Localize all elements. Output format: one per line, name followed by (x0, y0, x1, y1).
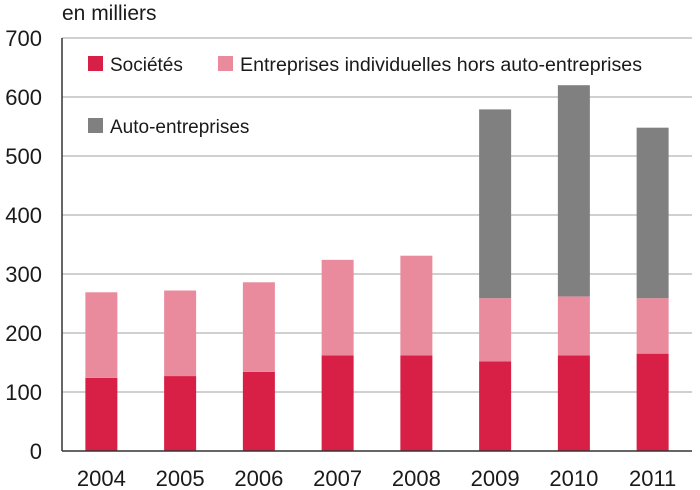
y-tick-label: 700 (5, 26, 42, 51)
bar-entreprises-individuelles-2004 (85, 292, 118, 378)
y-unit-label: en milliers (62, 2, 157, 25)
legend: Sociétés Entreprises individuelles hors … (88, 55, 642, 138)
x-tick-label-2009: 2009 (471, 466, 520, 490)
legend-label-societes: Sociétés (110, 55, 183, 76)
gridlines (62, 37, 692, 393)
x-tick-label-2005: 2005 (156, 466, 205, 490)
bar-societes-2010 (557, 355, 590, 451)
x-tick-label-2008: 2008 (392, 466, 441, 490)
x-tick-labels: 2004 2005 2006 2007 2008 2009 2010 2011 (77, 466, 676, 490)
bar-societes-2009 (479, 361, 512, 451)
bar-entreprises-individuelles-2009 (479, 298, 512, 362)
axes (61, 38, 692, 452)
x-tick-label-2010: 2010 (549, 466, 598, 490)
bar-entreprises-individuelles-2008 (400, 255, 433, 356)
y-tick-label: 400 (5, 203, 42, 228)
bar-entreprises-individuelles-2007 (321, 259, 354, 356)
bar-societes-2007 (321, 355, 354, 451)
x-tick-label-2007: 2007 (313, 466, 362, 490)
x-tick-label-2004: 2004 (77, 466, 126, 490)
bar-auto-entreprises-2009 (479, 109, 512, 299)
legend-item-societes: Sociétés (88, 55, 183, 76)
bar-societes-2008 (400, 355, 433, 451)
y-tick-label: 0 (30, 439, 42, 464)
x-tick-label-2006: 2006 (234, 466, 283, 490)
bar-societes-2011 (636, 353, 669, 451)
bar-auto-entreprises-2011 (636, 127, 669, 299)
bar-entreprises-individuelles-2010 (557, 296, 590, 356)
y-tick-label: 600 (5, 85, 42, 110)
y-tick-label: 200 (5, 321, 42, 346)
y-tick-label: 300 (5, 262, 42, 287)
bar-societes-2005 (164, 376, 197, 451)
y-tick-label: 100 (5, 380, 42, 405)
legend-label-auto-entreprises: Auto-entreprises (110, 117, 249, 138)
bar-entreprises-individuelles-2006 (242, 282, 275, 372)
bar-societes-2006 (242, 371, 275, 451)
legend-swatch-entreprises-individuelles (218, 56, 233, 71)
bars (85, 85, 669, 451)
bar-entreprises-individuelles-2005 (164, 290, 197, 377)
bar-societes-2004 (85, 377, 118, 451)
legend-swatch-auto-entreprises (88, 118, 103, 133)
bar-entreprises-individuelles-2011 (636, 298, 669, 354)
legend-item-entreprises-individuelles: Entreprises individuelles hors auto-entr… (218, 55, 642, 76)
x-tick-label-2011: 2011 (629, 466, 676, 490)
y-tick-label: 500 (5, 144, 42, 169)
legend-item-auto-entreprises: Auto-entreprises (88, 117, 249, 138)
legend-label-entreprises-individuelles: Entreprises individuelles hors auto-entr… (240, 55, 642, 76)
bar-auto-entreprises-2010 (557, 85, 590, 297)
y-tick-labels: 0 100 200 300 400 500 600 700 (5, 26, 42, 464)
legend-swatch-societes (88, 56, 103, 71)
